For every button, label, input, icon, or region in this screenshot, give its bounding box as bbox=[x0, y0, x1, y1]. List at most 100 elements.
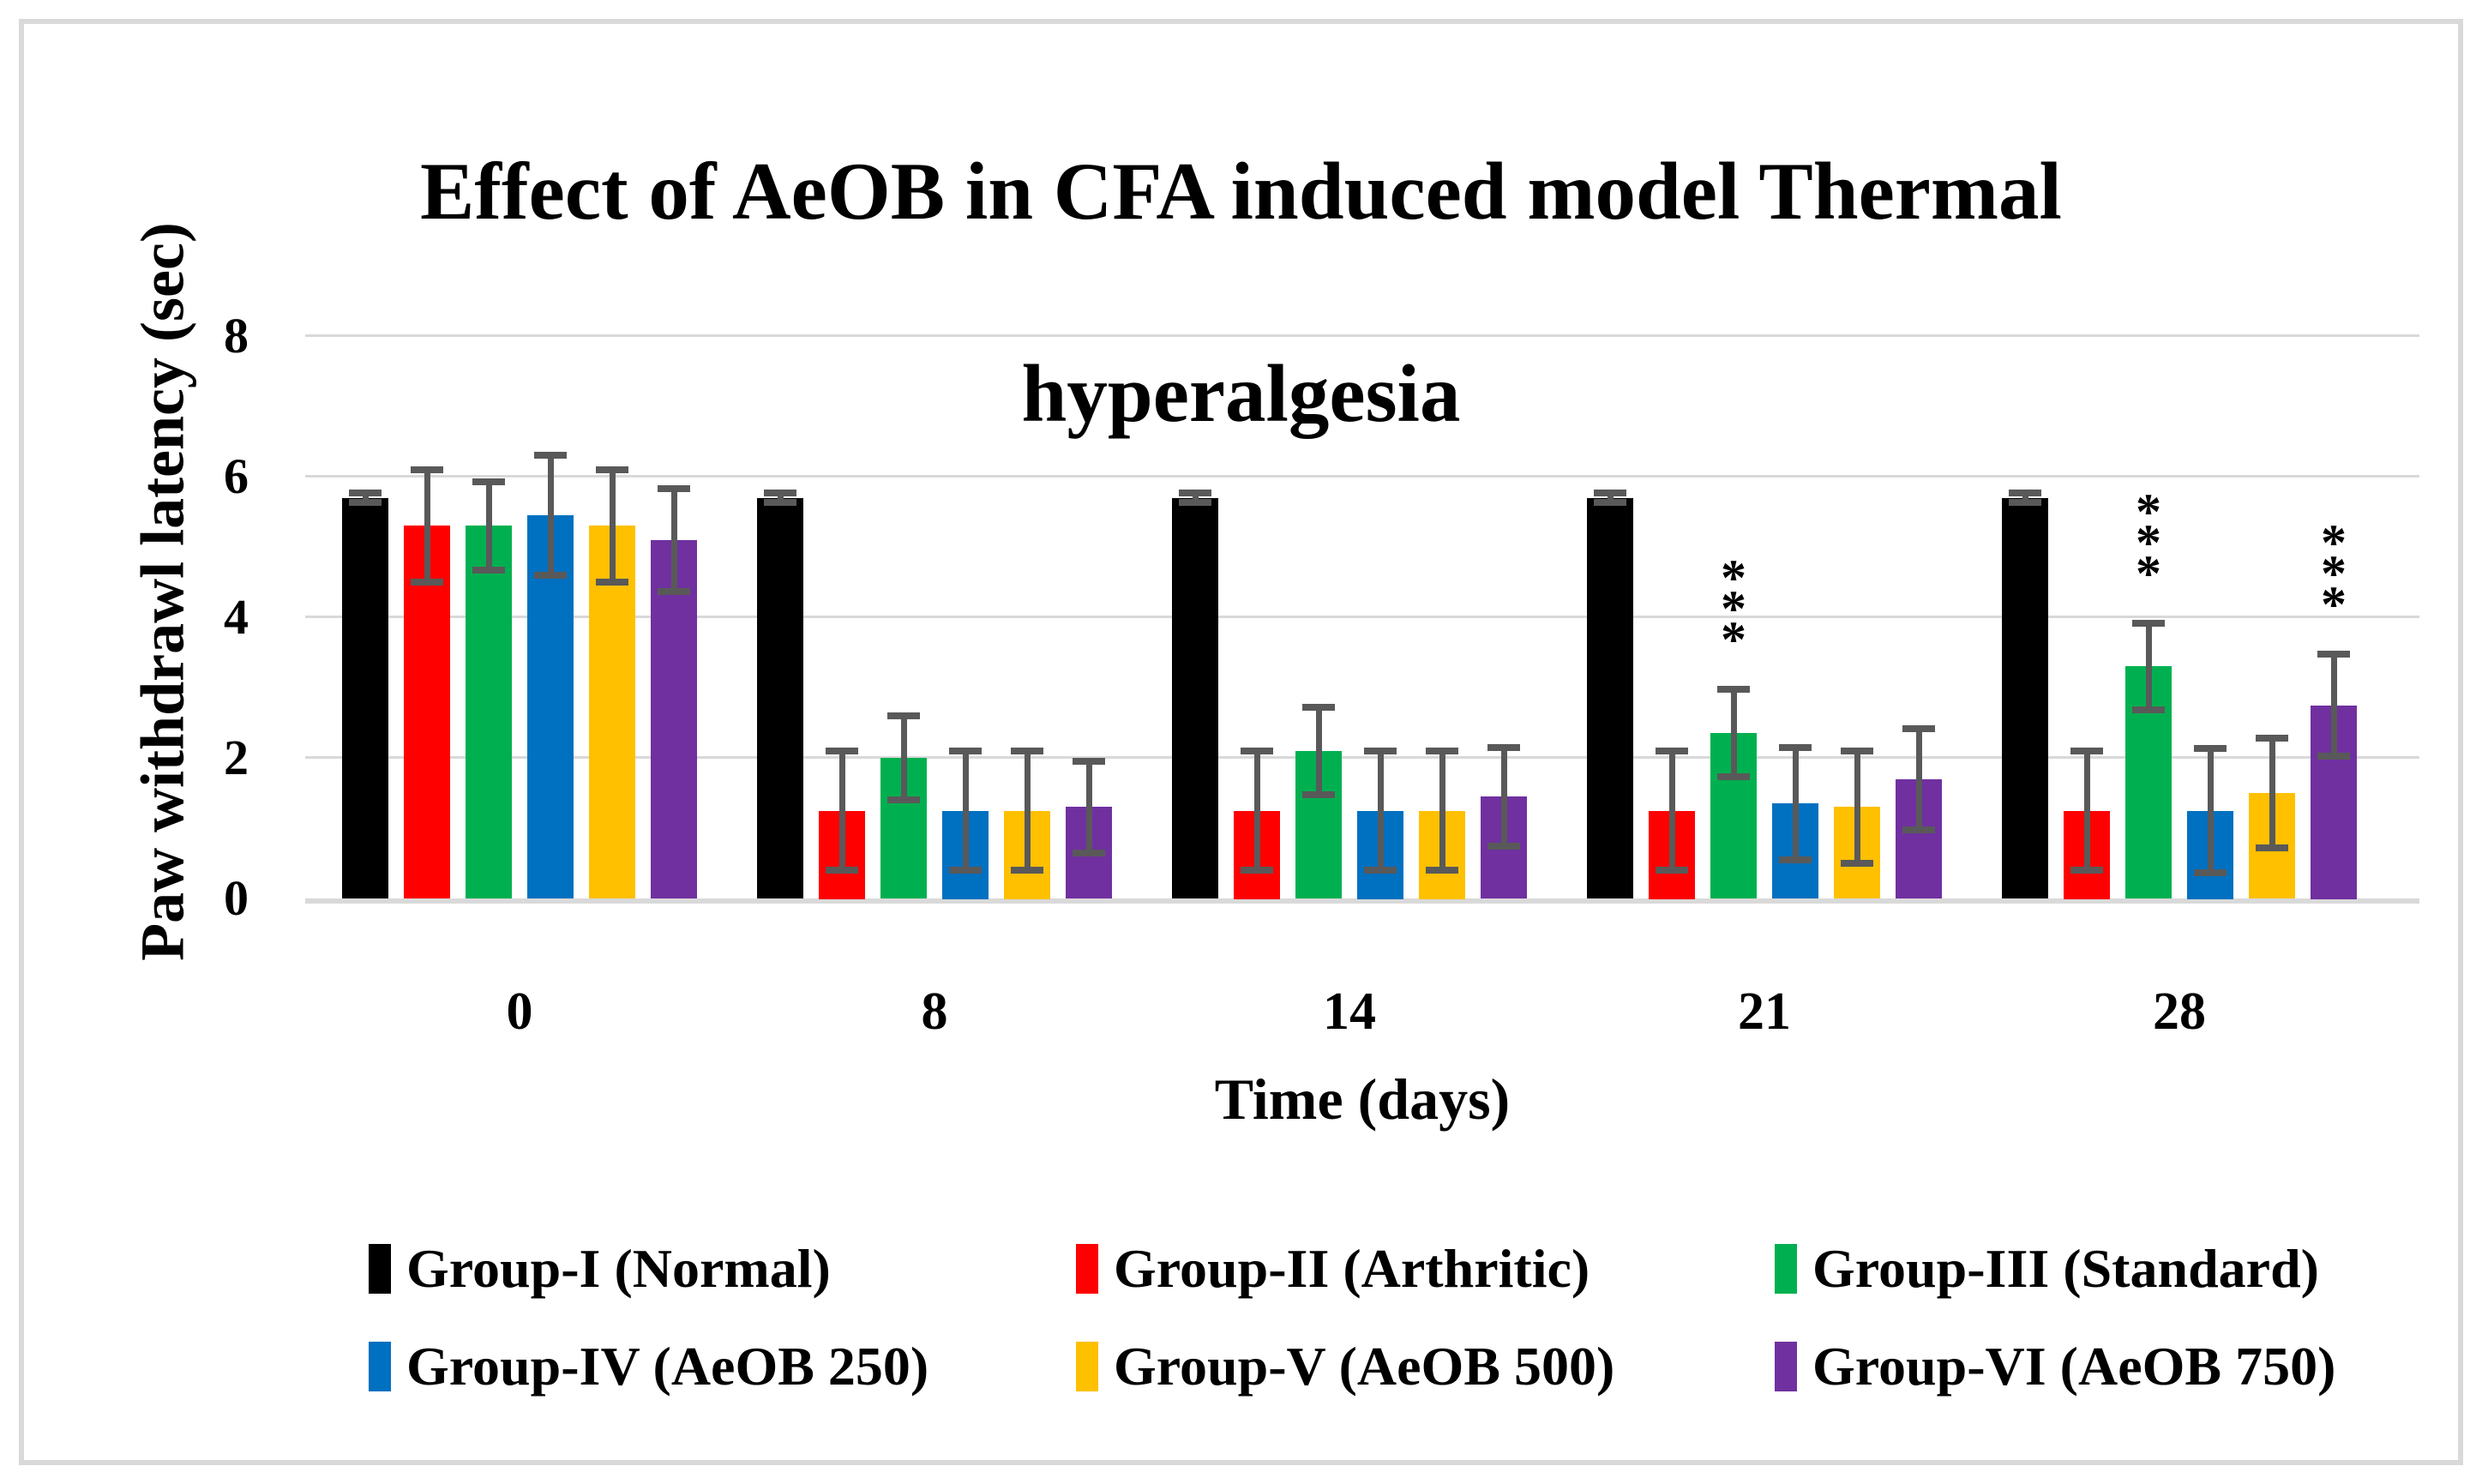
error-bar bbox=[1793, 748, 1799, 860]
legend-marker bbox=[1076, 1342, 1098, 1391]
error-bar bbox=[1501, 748, 1507, 846]
error-bar bbox=[1086, 761, 1092, 853]
error-bar bbox=[1254, 751, 1260, 870]
error-cap bbox=[2256, 735, 2288, 742]
error-bar bbox=[1854, 751, 1860, 863]
legend-marker bbox=[1076, 1244, 1098, 1294]
legend-label: Group-V (AeOB 500) bbox=[1114, 1336, 1615, 1397]
error-cap bbox=[472, 478, 505, 485]
x-tick-label: 28 bbox=[2153, 982, 2206, 1041]
error-bar bbox=[1439, 751, 1445, 870]
error-cap bbox=[764, 499, 796, 506]
significance-stars: * * * bbox=[2123, 486, 2174, 602]
error-cap bbox=[472, 567, 505, 574]
gridline bbox=[305, 616, 2419, 618]
error-cap bbox=[2009, 499, 2041, 506]
bar bbox=[527, 515, 574, 898]
error-cap bbox=[2256, 844, 2288, 851]
error-cap bbox=[411, 579, 443, 586]
error-cap bbox=[349, 499, 382, 506]
error-bar bbox=[2084, 751, 2090, 870]
error-cap bbox=[1241, 867, 1273, 874]
error-bar bbox=[363, 493, 369, 502]
error-cap bbox=[1841, 748, 1873, 754]
legend-item: Group-I (Normal) bbox=[369, 1235, 831, 1303]
error-bar bbox=[2269, 738, 2275, 848]
error-cap bbox=[887, 796, 920, 803]
error-bar bbox=[1025, 751, 1031, 870]
error-cap bbox=[1487, 744, 1520, 751]
error-cap bbox=[2070, 748, 2103, 754]
error-cap bbox=[1426, 867, 1458, 874]
significance-asterisk: * bbox=[2136, 545, 2161, 602]
gridline bbox=[305, 756, 2419, 759]
error-cap bbox=[826, 748, 858, 754]
error-cap bbox=[2194, 745, 2227, 752]
error-cap bbox=[1717, 686, 1750, 693]
error-bar bbox=[671, 489, 677, 592]
y-tick-label: 8 bbox=[224, 308, 249, 363]
error-cap bbox=[949, 867, 982, 874]
error-cap bbox=[1302, 791, 1335, 798]
legend-label: Group-IV (AeOB 250) bbox=[406, 1336, 929, 1397]
error-cap bbox=[1902, 826, 1935, 833]
legend-marker bbox=[1775, 1342, 1797, 1391]
error-cap bbox=[1717, 773, 1750, 780]
error-cap bbox=[411, 466, 443, 473]
bar bbox=[342, 498, 388, 898]
legend-item: Group-III (Standard) bbox=[1775, 1235, 2319, 1303]
error-cap bbox=[1656, 748, 1688, 754]
error-cap bbox=[1426, 748, 1458, 754]
x-tick-label: 0 bbox=[506, 982, 533, 1041]
error-cap bbox=[1902, 725, 1935, 732]
bar bbox=[404, 526, 450, 898]
error-bar bbox=[839, 751, 845, 870]
legend-label: Group-II (Arthritic) bbox=[1114, 1238, 1590, 1299]
error-bar bbox=[610, 470, 616, 582]
legend-item: Group-VI (AeOB 750) bbox=[1775, 1332, 2335, 1401]
error-cap bbox=[1364, 867, 1397, 874]
error-bar bbox=[1731, 689, 1737, 777]
error-bar bbox=[901, 716, 907, 800]
error-bar bbox=[1916, 729, 1922, 830]
significance-asterisk: * bbox=[1721, 611, 1746, 668]
error-cap bbox=[596, 466, 628, 473]
error-cap bbox=[1241, 748, 1273, 754]
error-cap bbox=[1073, 850, 1105, 856]
error-cap bbox=[2194, 869, 2227, 876]
bar bbox=[2002, 498, 2048, 898]
error-cap bbox=[764, 490, 796, 496]
y-tick-label: 2 bbox=[224, 730, 249, 785]
x-axis-title: Time (days) bbox=[1214, 1066, 1511, 1132]
significance-asterisk: * bbox=[2321, 576, 2347, 633]
bar bbox=[1587, 498, 1633, 898]
legend-item: Group-V (AeOB 500) bbox=[1076, 1332, 1614, 1401]
error-cap bbox=[534, 572, 567, 579]
error-cap bbox=[1179, 499, 1211, 506]
legend-marker bbox=[369, 1342, 391, 1391]
bar bbox=[1172, 498, 1218, 898]
error-cap bbox=[1779, 744, 1812, 751]
error-cap bbox=[2070, 867, 2103, 874]
bar bbox=[466, 526, 512, 898]
error-cap bbox=[1487, 843, 1520, 850]
error-cap bbox=[534, 452, 567, 459]
chart-title-line-2: hyperalgesia bbox=[1021, 348, 1461, 439]
error-cap bbox=[2009, 490, 2041, 496]
error-cap bbox=[2132, 620, 2165, 627]
error-cap bbox=[887, 712, 920, 719]
error-cap bbox=[2317, 753, 2350, 760]
x-tick-label: 14 bbox=[1323, 982, 1376, 1041]
legend-item: Group-II (Arthritic) bbox=[1076, 1235, 1590, 1303]
error-bar bbox=[2331, 654, 2337, 755]
y-tick-label: 4 bbox=[224, 589, 249, 645]
legend-label: Group-I (Normal) bbox=[406, 1238, 831, 1299]
error-bar bbox=[2022, 493, 2028, 502]
y-tick-label: 0 bbox=[224, 870, 249, 926]
significance-stars: * * * bbox=[2308, 517, 2359, 633]
error-bar bbox=[963, 751, 969, 870]
legend-marker bbox=[1775, 1244, 1797, 1294]
error-cap bbox=[826, 867, 858, 874]
legend-label: Group-VI (AeOB 750) bbox=[1812, 1336, 2336, 1397]
